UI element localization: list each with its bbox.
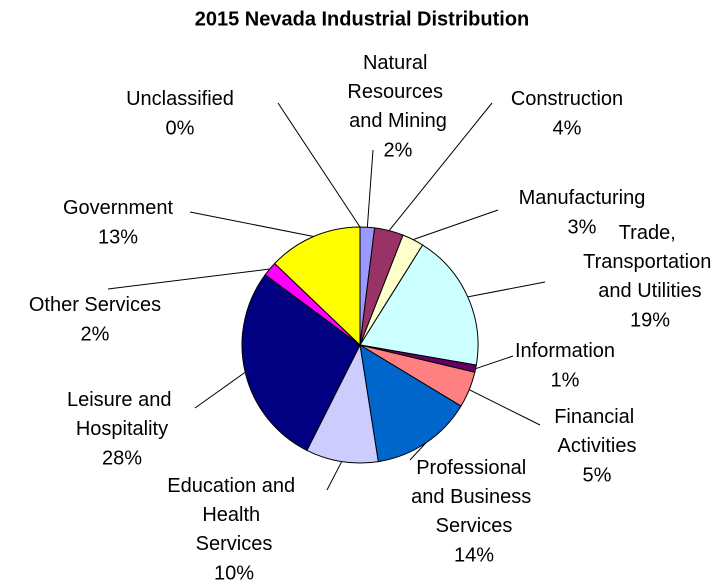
value-label: 28%: [102, 447, 142, 469]
category-label: Information: [515, 340, 615, 362]
value-label: 13%: [98, 226, 138, 248]
value-label: 14%: [454, 544, 494, 566]
category-label: Construction: [511, 88, 623, 110]
value-label: 1%: [551, 369, 580, 391]
category-label: Leisure and Hospitality: [67, 389, 177, 440]
leader-line: [467, 281, 546, 298]
leader-line: [409, 442, 427, 461]
leader-line: [366, 149, 374, 228]
category-label: Professional and Business Services: [411, 457, 537, 537]
value-label: 2%: [81, 323, 110, 345]
category-label: Unclassified: [126, 88, 234, 110]
category-label: Natural Resources and Mining: [347, 52, 448, 132]
leader-line: [107, 268, 270, 290]
leader-line: [468, 389, 541, 426]
leader-line: [189, 211, 314, 238]
value-label: 4%: [553, 117, 582, 139]
category-label: Manufacturing: [519, 187, 646, 209]
category-label: Education and Health Services: [167, 475, 300, 555]
leader-line: [277, 102, 361, 228]
leader-line: [388, 102, 493, 231]
leader-line: [326, 461, 343, 491]
value-label: 19%: [630, 309, 670, 331]
value-label: 10%: [214, 562, 254, 583]
pie-slice: [306, 343, 379, 464]
category-label: Government: [63, 197, 173, 219]
value-label: 0%: [166, 117, 195, 139]
chart-title: 2015 Nevada Industrial Distribution: [195, 8, 530, 30]
category-label: Trade, Transportation and Utilities: [583, 222, 717, 302]
category-label: Financial Activities: [554, 406, 640, 457]
leader-line: [194, 371, 246, 409]
pie-slice: [359, 344, 462, 463]
value-label: 3%: [568, 216, 597, 238]
category-label: Other Services: [29, 294, 161, 316]
leader-line: [412, 209, 499, 241]
pie-slice: [241, 274, 361, 452]
value-label: 5%: [583, 464, 612, 486]
leader-line: [475, 355, 514, 370]
pie-slice: [359, 244, 479, 366]
pie-slice: [273, 226, 361, 347]
value-label: 2%: [384, 139, 413, 161]
